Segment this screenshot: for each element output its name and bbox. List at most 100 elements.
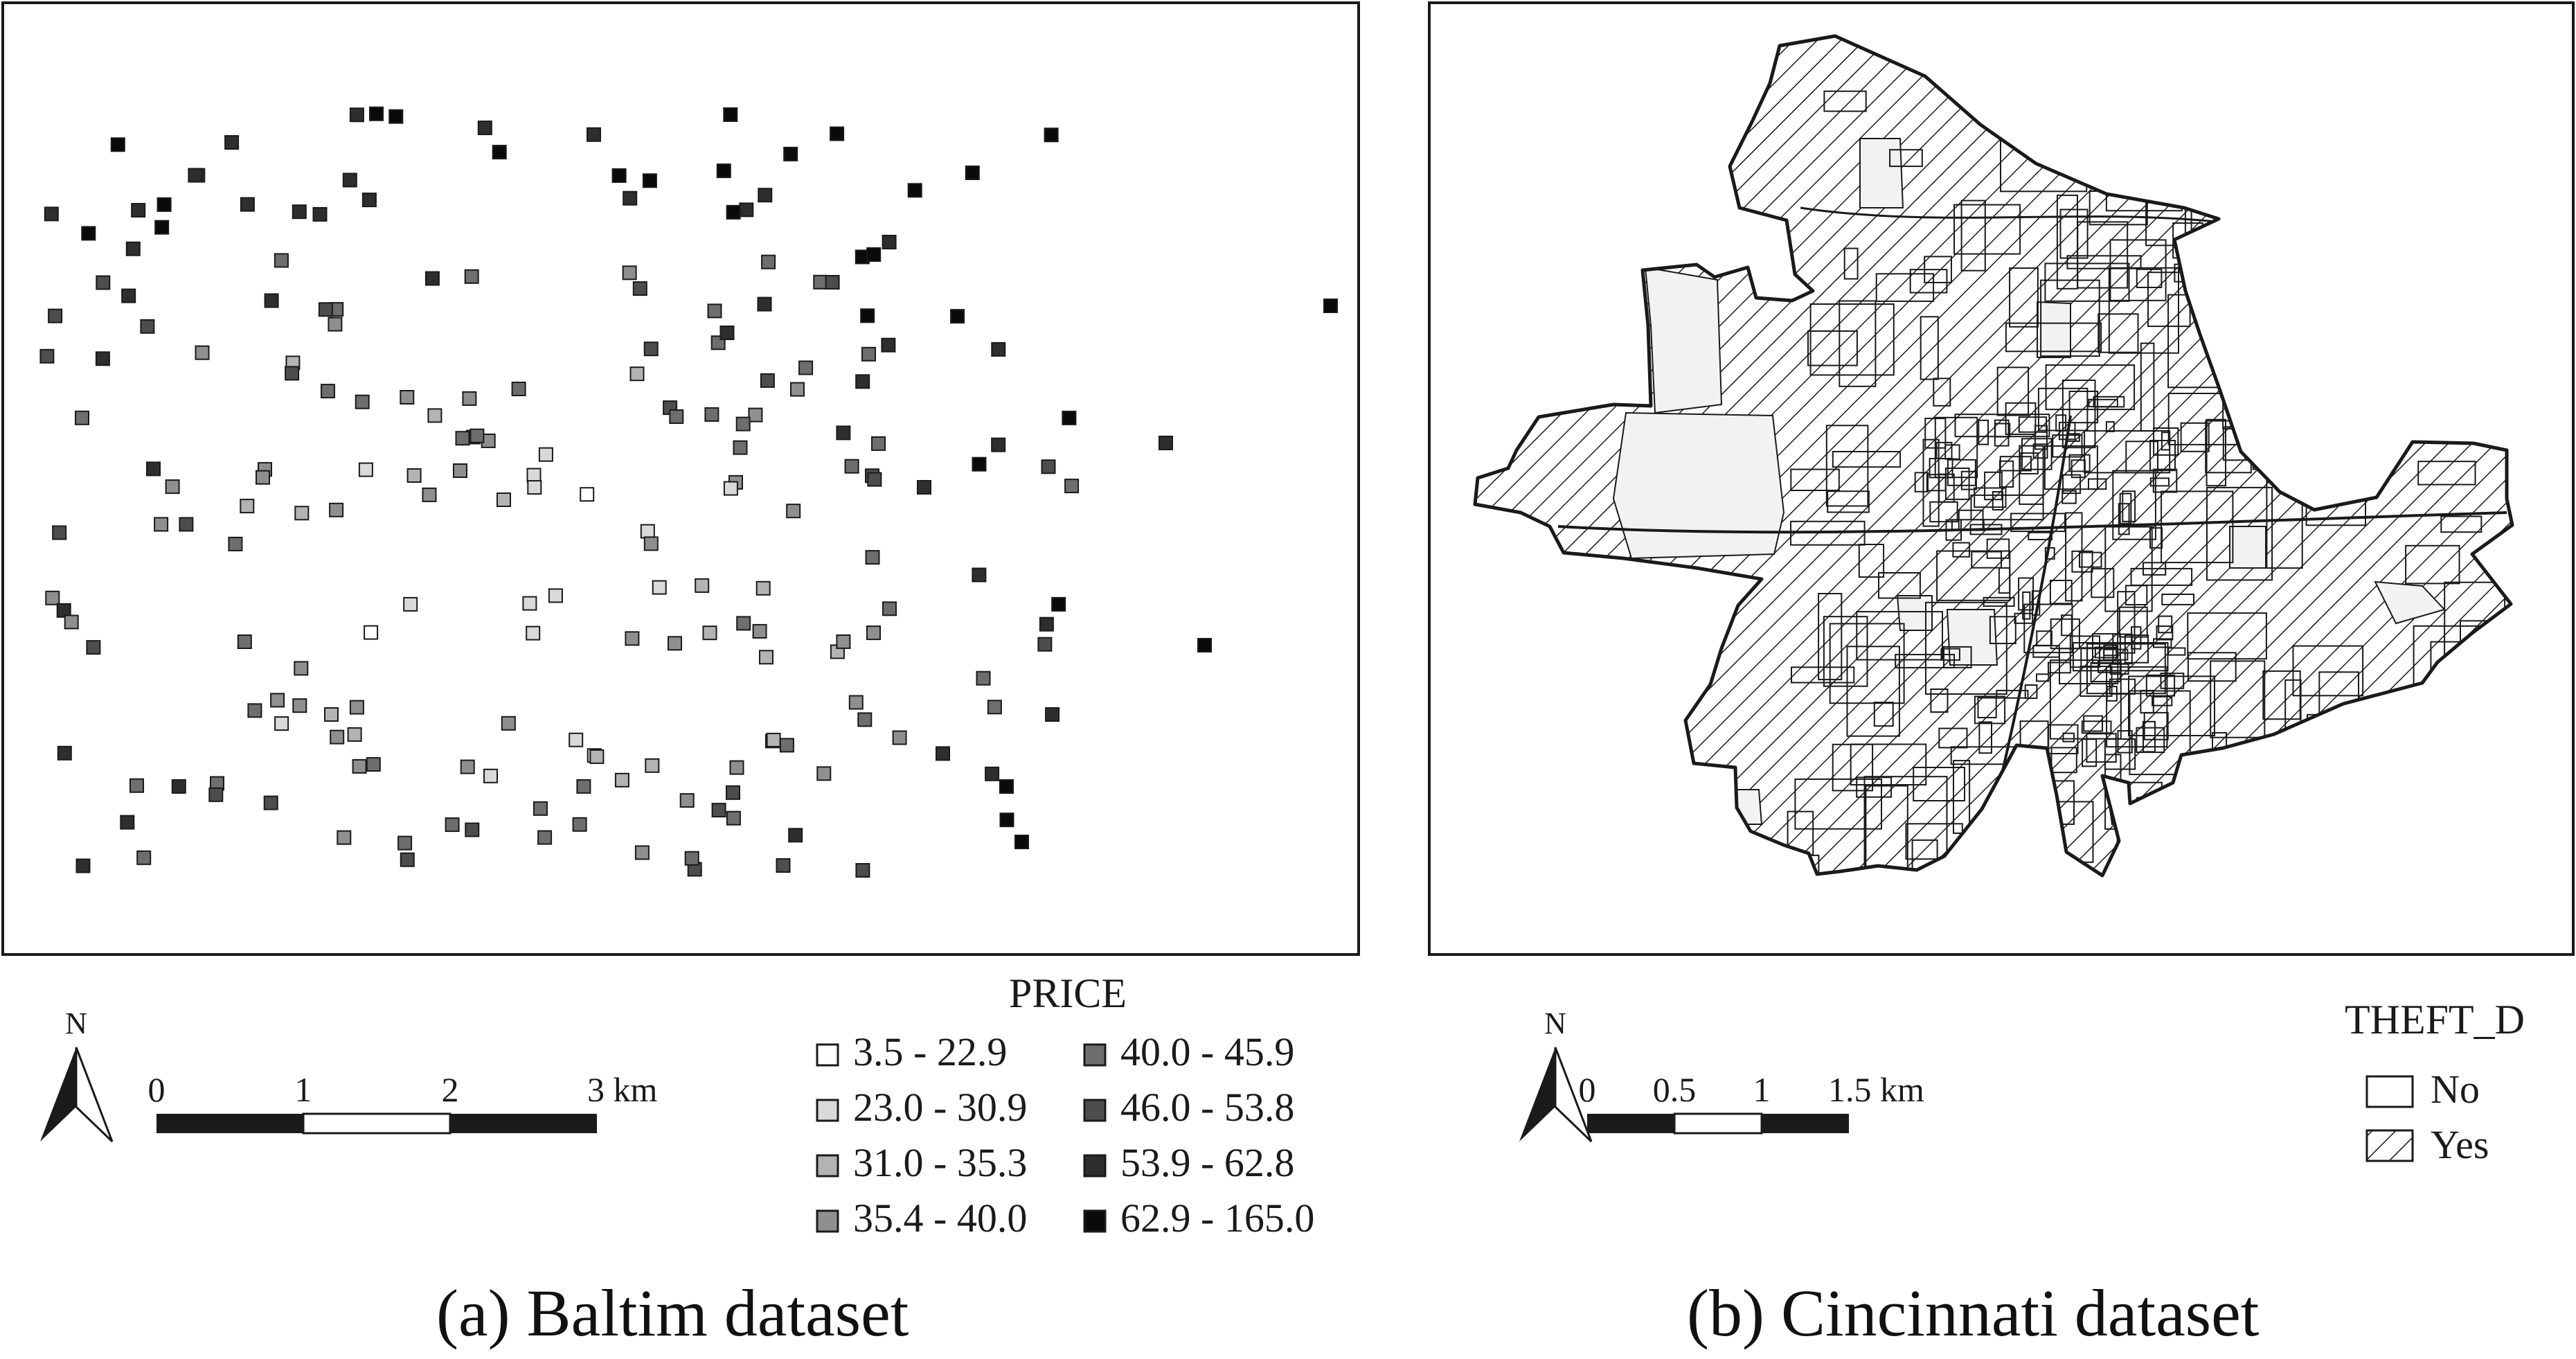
tract-polygon [2048, 661, 2071, 674]
tract-polygon [2295, 215, 2318, 243]
tract-polygon [2297, 454, 2332, 494]
tract-polygon [1999, 460, 2014, 488]
tract-polygon [2088, 478, 2107, 490]
price-point [758, 188, 773, 203]
price-point [96, 275, 111, 290]
price-point [263, 795, 278, 810]
price-legend-label: 62.9 - 165.0 [1120, 1196, 1314, 1241]
price-legend-swatch [1083, 1099, 1107, 1122]
tract-polygon [2106, 161, 2177, 183]
theft-legend: THEFT_D No Yes [2345, 997, 2525, 1167]
price-point [652, 580, 667, 595]
price-point [497, 492, 511, 507]
price-point [723, 481, 738, 496]
tract-polygon [1827, 490, 1870, 513]
price-point [695, 578, 710, 593]
tract-polygon [2124, 634, 2149, 664]
price-legend-label: 31.0 - 35.3 [853, 1140, 1027, 1185]
tract-polygon [2187, 612, 2267, 660]
price-point [816, 766, 832, 781]
price-point [477, 121, 492, 136]
tract-polygon [2068, 454, 2091, 472]
price-legend-label: 35.4 - 40.0 [853, 1196, 1027, 1241]
price-point [455, 431, 470, 446]
price-point [195, 345, 210, 360]
scale-a-tick-3: 3 km [587, 1070, 658, 1109]
scale-bar-a: 0 1 2 3 km [148, 1070, 658, 1135]
price-point [1039, 616, 1054, 632]
price-point [424, 271, 440, 286]
price-point [511, 382, 526, 396]
price-point [292, 204, 307, 220]
tract-polygon [2445, 361, 2467, 384]
price-legend-label: 3.5 - 22.9 [853, 1029, 1007, 1074]
tract-polygon [2061, 614, 2073, 637]
tract-polygon [1996, 366, 2030, 416]
tract-polygon [2117, 730, 2133, 754]
tract-polygon [2200, 97, 2242, 129]
price-point [240, 499, 255, 514]
price-point [881, 337, 896, 353]
tract-polygon [2439, 671, 2512, 751]
price-point [146, 461, 161, 477]
price-point [465, 822, 480, 837]
tract-polygon [2034, 425, 2048, 450]
price-legend-label: 23.0 - 30.9 [853, 1085, 1027, 1130]
tract-polygon [2125, 585, 2148, 606]
tract-polygon [2222, 343, 2313, 429]
tract-polygon [1960, 199, 1986, 272]
theft-yes-area [1475, 36, 2512, 876]
tract-polygon [2024, 684, 2038, 700]
tract-polygon [2125, 441, 2159, 474]
price-point [991, 437, 1006, 452]
tract-polygon [1911, 839, 1938, 876]
tract-polygon [2167, 647, 2186, 656]
tract-polygon [2077, 221, 2129, 289]
tract-polygon [1875, 273, 1935, 302]
price-point [748, 407, 763, 423]
tract-polygon [2379, 782, 2465, 806]
tract-polygon [2040, 279, 2100, 357]
tract-polygon [2167, 137, 2183, 199]
price-point [247, 703, 262, 718]
tract-polygon [2419, 384, 2442, 440]
price-point [798, 360, 814, 375]
tract-polygon [2019, 445, 2044, 505]
price-point [736, 616, 751, 631]
price-point [57, 745, 72, 761]
price-legend-swatch [816, 1154, 839, 1178]
tract-polygon [2109, 663, 2129, 675]
price-point [589, 749, 605, 764]
legend-yes-label: Yes [2431, 1122, 2489, 1167]
tract-polygon [2206, 486, 2273, 581]
tract-polygon [1996, 788, 2017, 856]
price-point [165, 479, 180, 495]
tract-polygon [2352, 854, 2408, 876]
tract-polygon [2464, 836, 2512, 876]
price-point [614, 772, 629, 788]
price-point [1044, 127, 1059, 143]
caption-a: (a) Baltim dataset [436, 1276, 909, 1350]
price-point [702, 625, 717, 641]
price-point [976, 670, 991, 686]
tract-polygon [1924, 418, 1947, 449]
price-legend-swatch [816, 1209, 839, 1233]
tract-polygon [2103, 648, 2129, 661]
tract-polygon [1889, 149, 1923, 168]
tract-polygon [2143, 711, 2169, 740]
tract-polygon [2108, 267, 2180, 354]
tract-polygon [1986, 538, 2010, 559]
major-boundary [1800, 206, 2217, 223]
tract-polygon [2153, 638, 2172, 648]
tract-polygon [1913, 767, 1965, 801]
tract-polygon [2005, 322, 2102, 353]
price-point [110, 137, 125, 152]
price-point [526, 625, 541, 641]
tract-polygon [1832, 743, 1874, 792]
tract-polygon [2098, 313, 2139, 353]
price-point [140, 319, 155, 334]
price-point [154, 220, 170, 235]
price-point [830, 126, 845, 141]
tract-polygon [2161, 594, 2195, 605]
tract-polygon [2327, 172, 2412, 252]
